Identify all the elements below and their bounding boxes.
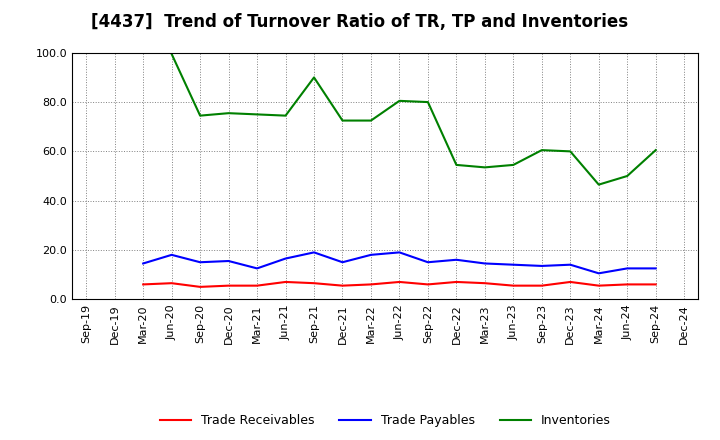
Trade Receivables [423, 282, 432, 287]
Inventories [253, 112, 261, 117]
Trade Payables [310, 250, 318, 255]
Inventories [225, 110, 233, 116]
Trade Payables [282, 256, 290, 261]
Inventories [537, 147, 546, 153]
Inventories [282, 113, 290, 118]
Inventories [167, 51, 176, 57]
Trade Receivables [537, 283, 546, 288]
Trade Receivables [566, 279, 575, 285]
Inventories [196, 113, 204, 118]
Legend: Trade Receivables, Trade Payables, Inventories: Trade Receivables, Trade Payables, Inven… [155, 409, 616, 432]
Text: [4437]  Trend of Turnover Ratio of TR, TP and Inventories: [4437] Trend of Turnover Ratio of TR, TP… [91, 13, 629, 31]
Inventories [623, 173, 631, 179]
Trade Payables [196, 260, 204, 265]
Trade Payables [595, 271, 603, 276]
Trade Receivables [167, 281, 176, 286]
Inventories [452, 162, 461, 168]
Trade Receivables [225, 283, 233, 288]
Line: Trade Payables: Trade Payables [143, 253, 656, 273]
Trade Payables [509, 262, 518, 268]
Trade Payables [423, 260, 432, 265]
Trade Payables [566, 262, 575, 268]
Trade Receivables [196, 284, 204, 290]
Trade Receivables [253, 283, 261, 288]
Trade Receivables [595, 283, 603, 288]
Line: Inventories: Inventories [171, 54, 656, 185]
Trade Payables [338, 260, 347, 265]
Trade Payables [537, 263, 546, 268]
Trade Payables [480, 261, 489, 266]
Trade Payables [623, 266, 631, 271]
Inventories [652, 147, 660, 153]
Trade Payables [167, 252, 176, 257]
Line: Trade Receivables: Trade Receivables [143, 282, 656, 287]
Trade Receivables [310, 281, 318, 286]
Inventories [423, 99, 432, 105]
Trade Receivables [338, 283, 347, 288]
Trade Receivables [282, 279, 290, 285]
Trade Payables [253, 266, 261, 271]
Inventories [509, 162, 518, 168]
Inventories [595, 182, 603, 187]
Trade Payables [366, 252, 375, 257]
Trade Payables [652, 266, 660, 271]
Trade Receivables [623, 282, 631, 287]
Trade Payables [225, 258, 233, 264]
Inventories [366, 118, 375, 123]
Trade Payables [139, 261, 148, 266]
Inventories [480, 165, 489, 170]
Trade Receivables [139, 282, 148, 287]
Trade Receivables [395, 279, 404, 285]
Trade Receivables [509, 283, 518, 288]
Inventories [395, 98, 404, 103]
Trade Receivables [452, 279, 461, 285]
Trade Receivables [366, 282, 375, 287]
Inventories [310, 75, 318, 80]
Inventories [338, 118, 347, 123]
Trade Receivables [652, 282, 660, 287]
Trade Payables [452, 257, 461, 262]
Inventories [566, 149, 575, 154]
Trade Receivables [480, 281, 489, 286]
Trade Payables [395, 250, 404, 255]
